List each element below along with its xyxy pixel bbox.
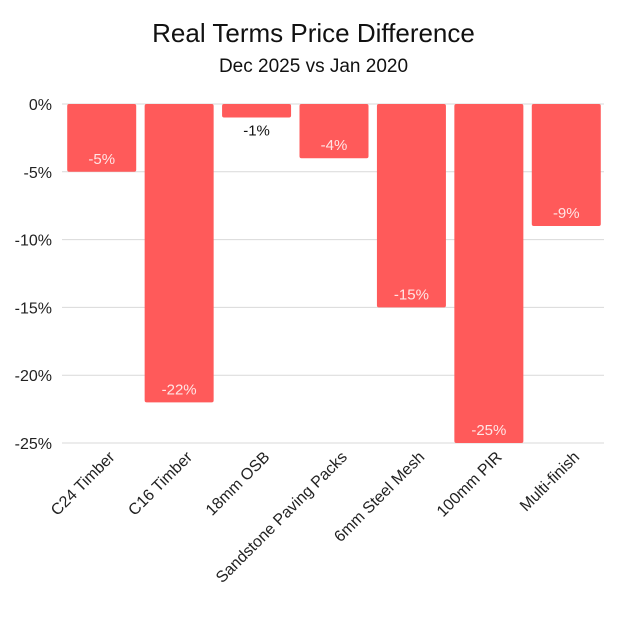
y-tick-label: -15%: [15, 300, 52, 317]
data-label: -4%: [321, 137, 348, 154]
bar: [299, 104, 369, 159]
y-tick-label: -25%: [15, 436, 52, 453]
data-label: -1%: [243, 123, 270, 140]
data-labels: -5% -22% -1% -4% -15% -25% -9%: [88, 123, 579, 439]
bar: [222, 104, 292, 118]
data-label: -5%: [88, 151, 115, 168]
x-tick-label: 100mm PIR: [434, 449, 506, 521]
x-tick-label: Multi-finish: [517, 449, 583, 515]
y-tick-label: -5%: [24, 165, 52, 182]
x-tick-label: C24 Timber: [48, 448, 119, 519]
data-label: -9%: [553, 205, 580, 222]
y-tick-label: -20%: [15, 368, 52, 385]
bar: [376, 104, 446, 308]
y-tick-label: -10%: [15, 233, 52, 250]
chart-subtitle: Dec 2025 vs Jan 2020: [218, 56, 409, 77]
data-label: -25%: [471, 422, 506, 439]
data-label: -15%: [394, 286, 429, 303]
y-tick-label: 0%: [29, 97, 52, 114]
x-tick-label: C16 Timber: [125, 448, 196, 519]
bar: [67, 104, 137, 172]
x-tick-label: 18mm OSB: [203, 449, 273, 519]
y-axis-ticks: 0% -5% -10% -15% -20% -25%: [15, 97, 52, 453]
bars: [67, 104, 601, 443]
bar: [144, 104, 214, 403]
chart-title: Real Terms Price Difference: [152, 18, 475, 48]
bar: [454, 104, 524, 443]
x-tick-label: Sandstone Paving Packs: [213, 449, 351, 587]
data-label: -22%: [162, 381, 197, 398]
bar: [531, 104, 601, 227]
